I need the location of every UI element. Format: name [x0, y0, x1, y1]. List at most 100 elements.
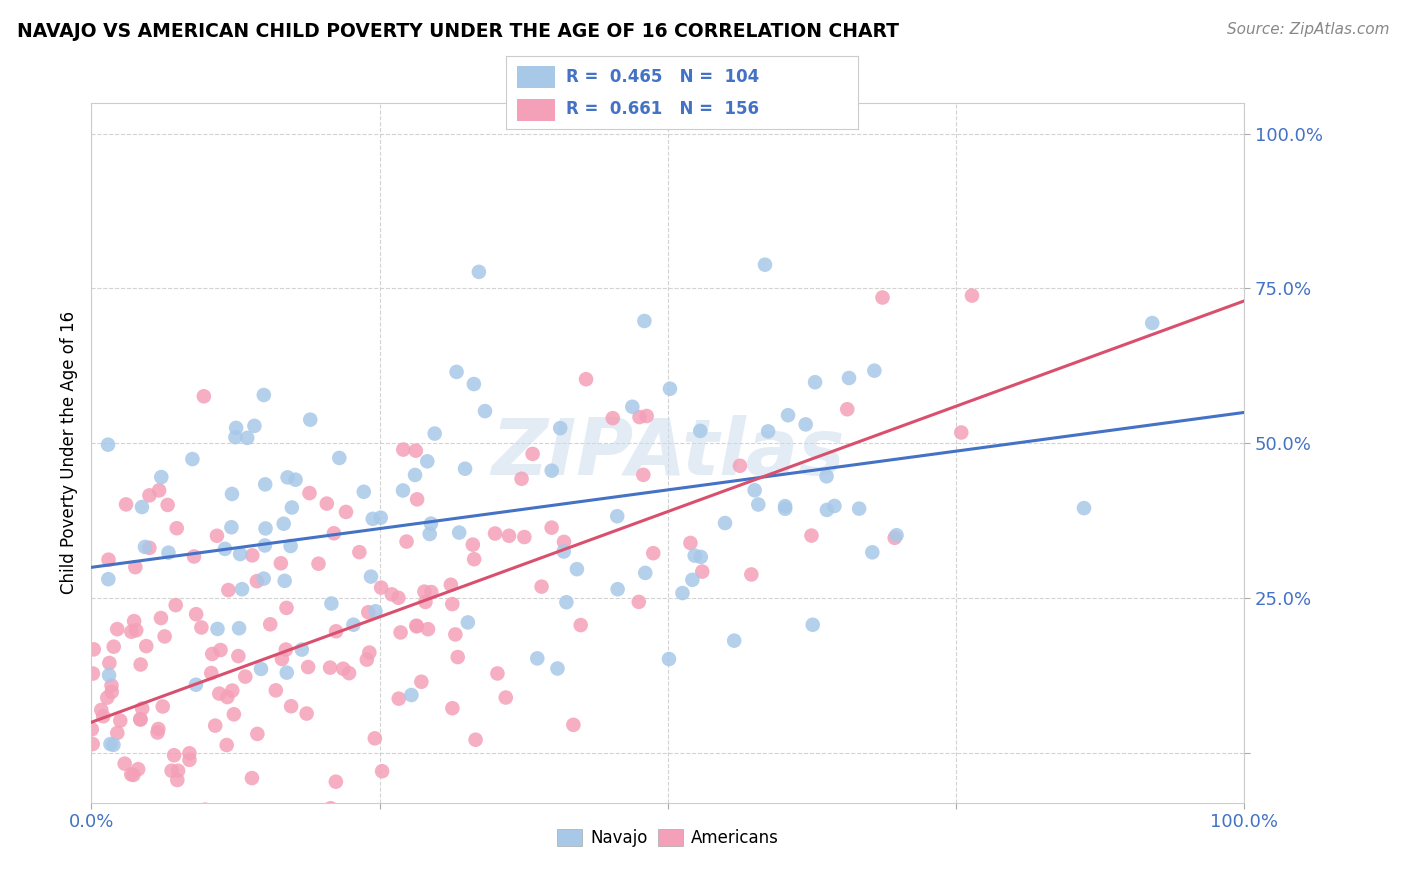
- Point: [214, 541, 236, 556]
- Point: [80, 723, 103, 737]
- Point: [280, 699, 302, 714]
- Point: [540, 521, 562, 535]
- Point: [723, 633, 745, 648]
- Point: [150, 470, 173, 484]
- Point: [406, 492, 429, 507]
- Point: [332, 662, 354, 676]
- Point: [441, 701, 464, 715]
- Point: [205, 529, 228, 543]
- Point: [148, 722, 170, 736]
- Point: [208, 687, 231, 701]
- Point: [284, 473, 307, 487]
- Point: [420, 516, 443, 531]
- Text: ZIPAtlas: ZIPAtlas: [491, 415, 845, 491]
- Point: [271, 652, 294, 666]
- Point: [129, 713, 152, 727]
- Point: [319, 660, 342, 674]
- Point: [602, 411, 624, 425]
- Point: [299, 412, 322, 426]
- Point: [100, 678, 122, 692]
- Point: [276, 600, 298, 615]
- Point: [364, 604, 387, 618]
- Point: [463, 821, 485, 835]
- Point: [253, 388, 276, 402]
- Point: [420, 585, 443, 599]
- Point: [277, 470, 299, 484]
- Point: [823, 499, 845, 513]
- Text: Source: ZipAtlas.com: Source: ZipAtlas.com: [1226, 22, 1389, 37]
- Point: [510, 472, 533, 486]
- Point: [207, 622, 229, 636]
- Point: [388, 691, 411, 706]
- Point: [101, 685, 124, 699]
- Point: [98, 656, 121, 670]
- Point: [166, 772, 188, 787]
- Point: [498, 529, 520, 543]
- Point: [744, 483, 766, 498]
- Point: [184, 678, 207, 692]
- Point: [1142, 316, 1164, 330]
- Point: [250, 662, 273, 676]
- Point: [124, 560, 146, 574]
- Point: [555, 595, 578, 609]
- Point: [621, 400, 644, 414]
- Point: [90, 821, 112, 835]
- Point: [548, 421, 571, 435]
- Point: [416, 454, 439, 468]
- Point: [201, 647, 224, 661]
- Point: [190, 620, 212, 634]
- Point: [423, 426, 446, 441]
- Point: [565, 562, 588, 576]
- Point: [157, 546, 180, 560]
- Point: [353, 484, 375, 499]
- Point: [395, 534, 418, 549]
- Point: [815, 503, 838, 517]
- Point: [860, 545, 883, 559]
- Point: [166, 521, 188, 535]
- Point: [100, 737, 122, 751]
- Point: [773, 499, 796, 513]
- Point: [280, 539, 302, 553]
- Point: [217, 690, 239, 704]
- Point: [413, 584, 436, 599]
- Point: [633, 467, 655, 482]
- Point: [950, 425, 973, 440]
- Point: [754, 258, 776, 272]
- Point: [530, 580, 553, 594]
- Point: [129, 657, 152, 672]
- Point: [221, 683, 243, 698]
- Point: [740, 567, 762, 582]
- Point: [246, 574, 269, 589]
- Point: [183, 549, 205, 564]
- Point: [105, 622, 128, 636]
- Point: [291, 642, 314, 657]
- Point: [127, 762, 149, 776]
- Point: [179, 746, 201, 760]
- Point: [254, 477, 277, 491]
- Point: [240, 771, 263, 785]
- Point: [636, 409, 658, 423]
- Point: [160, 764, 183, 778]
- Point: [794, 417, 817, 432]
- Point: [837, 402, 859, 417]
- Point: [883, 531, 905, 545]
- Point: [361, 512, 384, 526]
- Point: [606, 509, 628, 524]
- Point: [97, 552, 120, 566]
- Point: [671, 586, 693, 600]
- Point: [513, 530, 536, 544]
- Point: [228, 621, 250, 635]
- Point: [138, 488, 160, 502]
- Point: [495, 690, 517, 705]
- Point: [114, 756, 136, 771]
- Point: [153, 629, 176, 643]
- Point: [773, 501, 796, 516]
- Point: [872, 291, 894, 305]
- Point: [165, 598, 187, 612]
- Point: [105, 726, 128, 740]
- Point: [447, 650, 470, 665]
- Point: [356, 652, 378, 666]
- Point: [274, 642, 297, 657]
- Point: [96, 690, 118, 705]
- Point: [392, 442, 415, 457]
